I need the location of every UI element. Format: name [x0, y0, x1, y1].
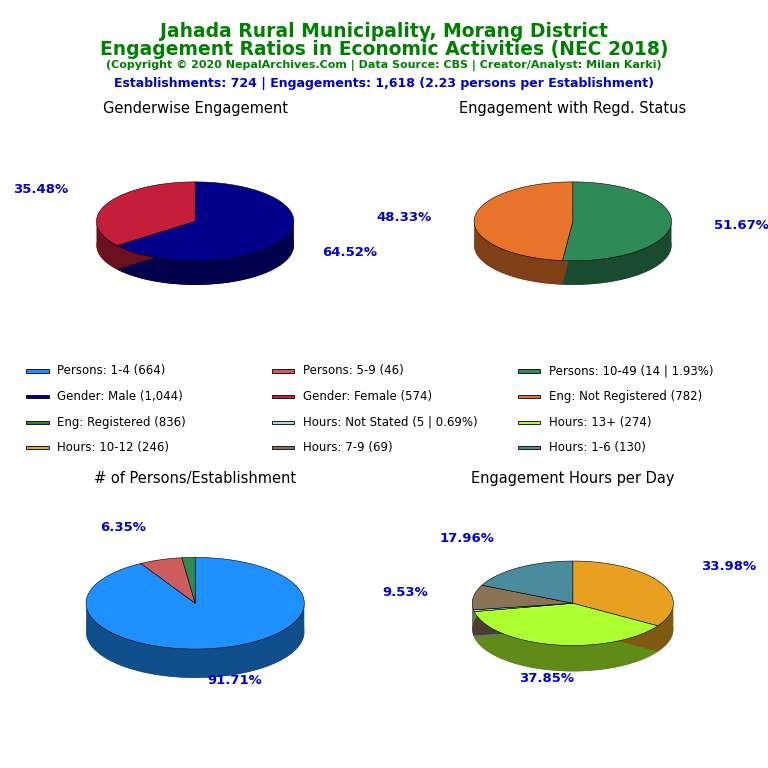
Text: (Copyright © 2020 NepalArchives.Com | Data Source: CBS | Creator/Analyst: Milan : (Copyright © 2020 NepalArchives.Com | Da… — [106, 60, 662, 71]
Text: 37.85%: 37.85% — [518, 672, 574, 685]
Polygon shape — [117, 221, 195, 270]
Polygon shape — [472, 611, 573, 636]
Polygon shape — [86, 586, 304, 678]
Polygon shape — [562, 223, 671, 285]
Text: 48.33%: 48.33% — [376, 211, 432, 224]
Polygon shape — [475, 629, 657, 671]
Text: Establishments: 724 | Engagements: 1,618 (2.23 persons per Establishment): Establishments: 724 | Engagements: 1,618… — [114, 77, 654, 90]
Text: Eng: Registered (836): Eng: Registered (836) — [58, 415, 186, 429]
Polygon shape — [117, 206, 294, 285]
Bar — [518, 369, 540, 372]
Text: 33.98%: 33.98% — [701, 560, 756, 573]
Polygon shape — [475, 603, 573, 637]
Polygon shape — [474, 222, 562, 285]
Bar — [26, 421, 48, 424]
Text: Eng: Not Registered (782): Eng: Not Registered (782) — [549, 390, 702, 403]
Text: Persons: 10-49 (14 | 1.93%): Persons: 10-49 (14 | 1.93%) — [549, 365, 713, 377]
Text: 6.35%: 6.35% — [101, 521, 146, 534]
Bar — [518, 395, 540, 398]
Text: 51.67%: 51.67% — [714, 219, 768, 232]
Text: 64.52%: 64.52% — [322, 247, 377, 260]
Text: Engagement Ratios in Economic Activities (NEC 2018): Engagement Ratios in Economic Activities… — [100, 40, 668, 59]
Text: Gender: Male (1,044): Gender: Male (1,044) — [58, 390, 183, 403]
Bar — [26, 446, 48, 449]
Polygon shape — [474, 603, 573, 611]
Bar — [272, 395, 294, 398]
Polygon shape — [562, 221, 573, 285]
Text: Engagement with Regd. Status: Engagement with Regd. Status — [459, 101, 687, 116]
Text: Hours: 13+ (274): Hours: 13+ (274) — [549, 415, 651, 429]
Polygon shape — [475, 603, 573, 637]
Polygon shape — [97, 182, 195, 246]
Bar — [272, 369, 294, 372]
Polygon shape — [475, 603, 657, 645]
Polygon shape — [97, 222, 117, 270]
Polygon shape — [562, 182, 671, 261]
Polygon shape — [141, 558, 195, 603]
Polygon shape — [482, 587, 573, 629]
Polygon shape — [573, 603, 657, 652]
Bar — [518, 421, 540, 424]
Polygon shape — [475, 611, 657, 671]
Bar — [26, 369, 48, 372]
Polygon shape — [474, 182, 573, 260]
Polygon shape — [573, 587, 674, 652]
Polygon shape — [573, 561, 674, 626]
Polygon shape — [573, 603, 657, 652]
Polygon shape — [474, 603, 573, 636]
Polygon shape — [474, 206, 573, 285]
Polygon shape — [141, 587, 195, 632]
Text: Hours: 10-12 (246): Hours: 10-12 (246) — [58, 442, 170, 455]
Polygon shape — [657, 604, 674, 652]
Text: Hours: 7-9 (69): Hours: 7-9 (69) — [303, 442, 392, 455]
Text: Gender: Female (574): Gender: Female (574) — [303, 390, 432, 403]
Text: Persons: 1-4 (664): Persons: 1-4 (664) — [58, 365, 166, 377]
Bar — [272, 421, 294, 424]
Bar — [26, 395, 48, 398]
Polygon shape — [562, 221, 573, 285]
Polygon shape — [472, 585, 573, 610]
Text: # of Persons/Establishment: # of Persons/Establishment — [94, 471, 296, 486]
Polygon shape — [482, 561, 573, 603]
Text: 35.48%: 35.48% — [13, 184, 68, 197]
Polygon shape — [117, 222, 294, 285]
Polygon shape — [182, 586, 195, 632]
Text: 17.96%: 17.96% — [439, 532, 495, 545]
Bar — [518, 446, 540, 449]
Polygon shape — [474, 603, 573, 636]
Text: Hours: 1-6 (130): Hours: 1-6 (130) — [549, 442, 646, 455]
Polygon shape — [474, 610, 475, 637]
Text: Persons: 5-9 (46): Persons: 5-9 (46) — [303, 365, 404, 377]
Text: 91.71%: 91.71% — [208, 674, 263, 687]
Polygon shape — [474, 629, 573, 637]
Text: 9.53%: 9.53% — [382, 586, 428, 599]
Text: Jahada Rural Municipality, Morang District: Jahada Rural Municipality, Morang Distri… — [160, 22, 608, 41]
Text: Engagement Hours per Day: Engagement Hours per Day — [471, 471, 674, 486]
Text: Hours: Not Stated (5 | 0.69%): Hours: Not Stated (5 | 0.69%) — [303, 415, 478, 429]
Polygon shape — [182, 558, 195, 603]
Polygon shape — [562, 206, 671, 285]
Polygon shape — [86, 605, 304, 678]
Text: Genderwise Engagement: Genderwise Engagement — [103, 101, 288, 116]
Polygon shape — [117, 182, 294, 261]
Polygon shape — [472, 604, 474, 636]
Bar — [272, 446, 294, 449]
Polygon shape — [97, 206, 195, 270]
Polygon shape — [117, 221, 195, 270]
Polygon shape — [86, 558, 304, 649]
